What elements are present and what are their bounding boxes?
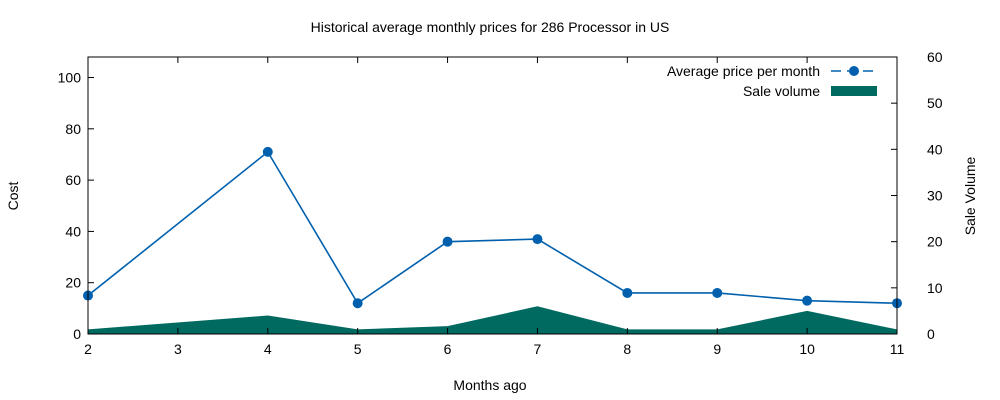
sale-volume-area	[88, 306, 897, 334]
price-point	[712, 287, 723, 298]
x-tick-label: 7	[534, 341, 542, 357]
y2-tick-label: 10	[927, 280, 943, 296]
chart-title: Historical average monthly prices for 28…	[311, 19, 670, 35]
x-tick-label: 9	[713, 341, 721, 357]
legend-label-price: Average price per month	[667, 63, 820, 79]
x-axis-label: Months ago	[453, 377, 526, 393]
x-tick-label: 10	[799, 341, 815, 357]
y-tick-label: 60	[65, 172, 81, 188]
x-tick-label: 11	[890, 341, 905, 357]
price-point	[262, 146, 273, 157]
legend-volume-swatch	[831, 86, 877, 96]
price-point	[622, 287, 633, 298]
area-layer	[88, 306, 897, 334]
y-tick-label: 40	[65, 223, 81, 239]
y2-tick-label: 0	[927, 326, 935, 342]
y2-tick-label: 30	[927, 188, 943, 204]
y-tick-label: 0	[73, 326, 81, 342]
x-tick-label: 3	[174, 341, 182, 357]
legend: Average price per month Sale volume	[667, 63, 877, 99]
line-layer	[83, 146, 902, 309]
x-tick-label: 2	[84, 341, 92, 357]
axis-layer: 2 3 4 5 6 7 8 9 10 11 0 20 40 60 80 100 0 10 20 30 40 50 60	[58, 49, 943, 357]
price-line	[87, 150, 898, 305]
y2-axis-label: Sale Volume	[962, 156, 978, 235]
y2-tick-label: 20	[927, 234, 943, 250]
x-tick-label: 4	[264, 341, 272, 357]
y-tick-label: 80	[65, 121, 81, 137]
y2-tick-label: 40	[927, 141, 943, 157]
price-point	[352, 298, 363, 309]
y-tick-label: 20	[65, 275, 81, 291]
price-point	[802, 295, 813, 306]
x-tick-label: 5	[354, 341, 362, 357]
legend-label-volume: Sale volume	[743, 83, 820, 99]
x-tick-label: 8	[623, 341, 631, 357]
y-tick-label: 100	[58, 70, 82, 86]
y2-tick-label: 50	[927, 95, 943, 111]
y2-tick-label: 60	[927, 49, 943, 65]
x-tick-label: 6	[444, 341, 452, 357]
price-point	[532, 234, 543, 245]
price-point	[442, 236, 453, 247]
legend-price-marker	[849, 66, 859, 76]
y-axis-label: Cost	[5, 182, 21, 211]
